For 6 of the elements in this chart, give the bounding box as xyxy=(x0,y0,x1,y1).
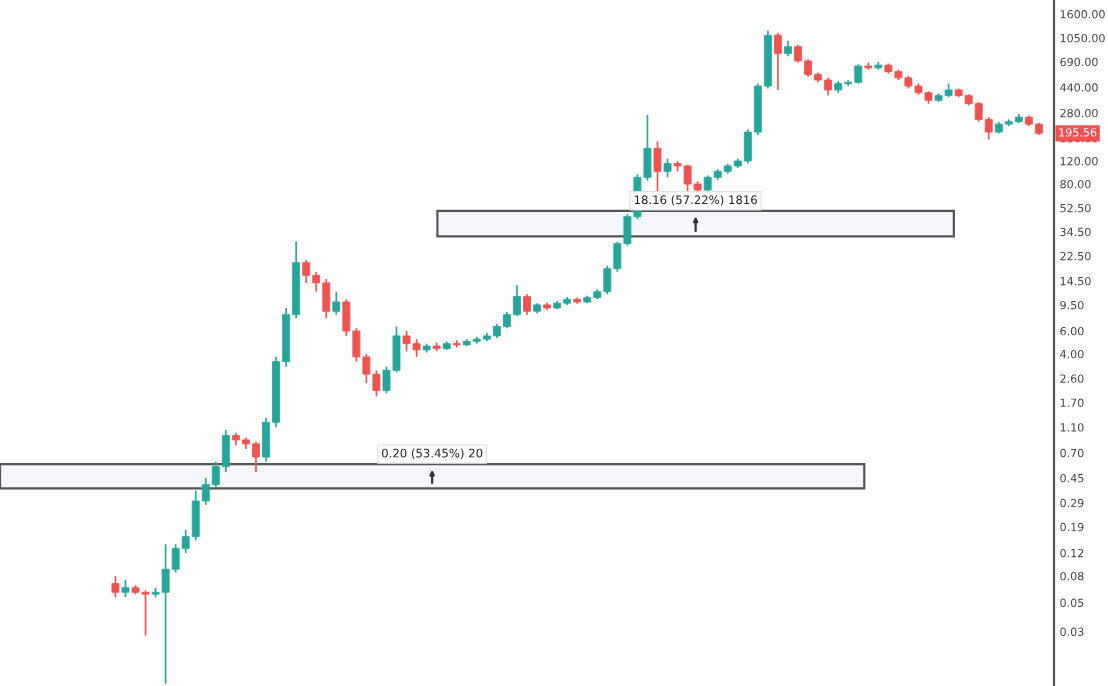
candlestick xyxy=(663,157,672,179)
candlestick xyxy=(332,290,341,316)
candlestick xyxy=(111,575,120,599)
candlestick xyxy=(774,31,782,91)
candlestick xyxy=(653,140,662,193)
candlestick xyxy=(523,293,531,316)
